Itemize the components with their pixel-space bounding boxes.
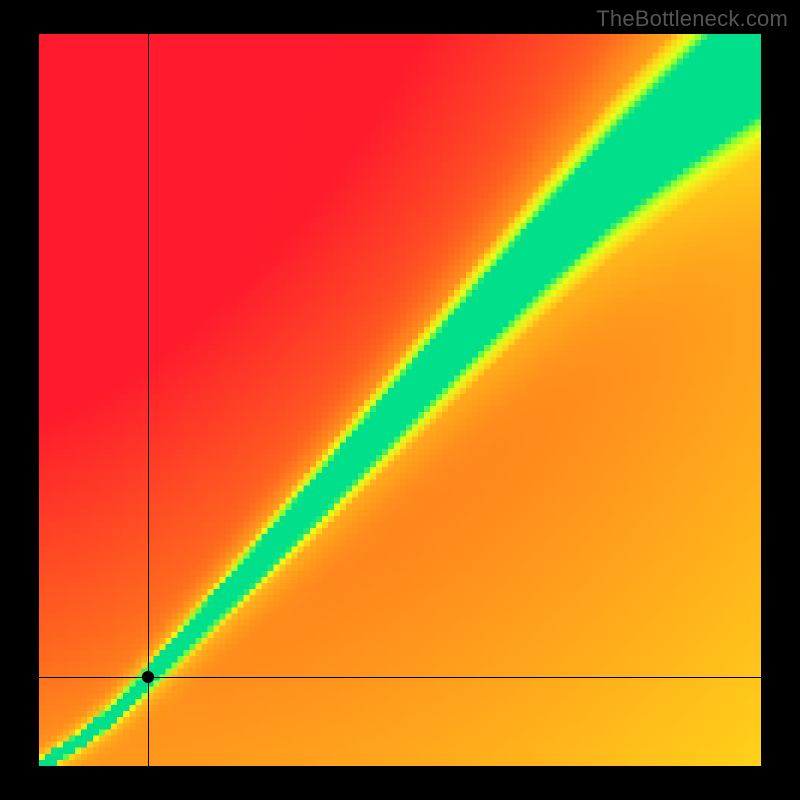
watermark-label: TheBottleneck.com <box>596 6 788 32</box>
operating-point-marker <box>142 671 154 683</box>
chart-stage: TheBottleneck.com <box>0 0 800 800</box>
crosshair-vertical <box>148 34 149 766</box>
